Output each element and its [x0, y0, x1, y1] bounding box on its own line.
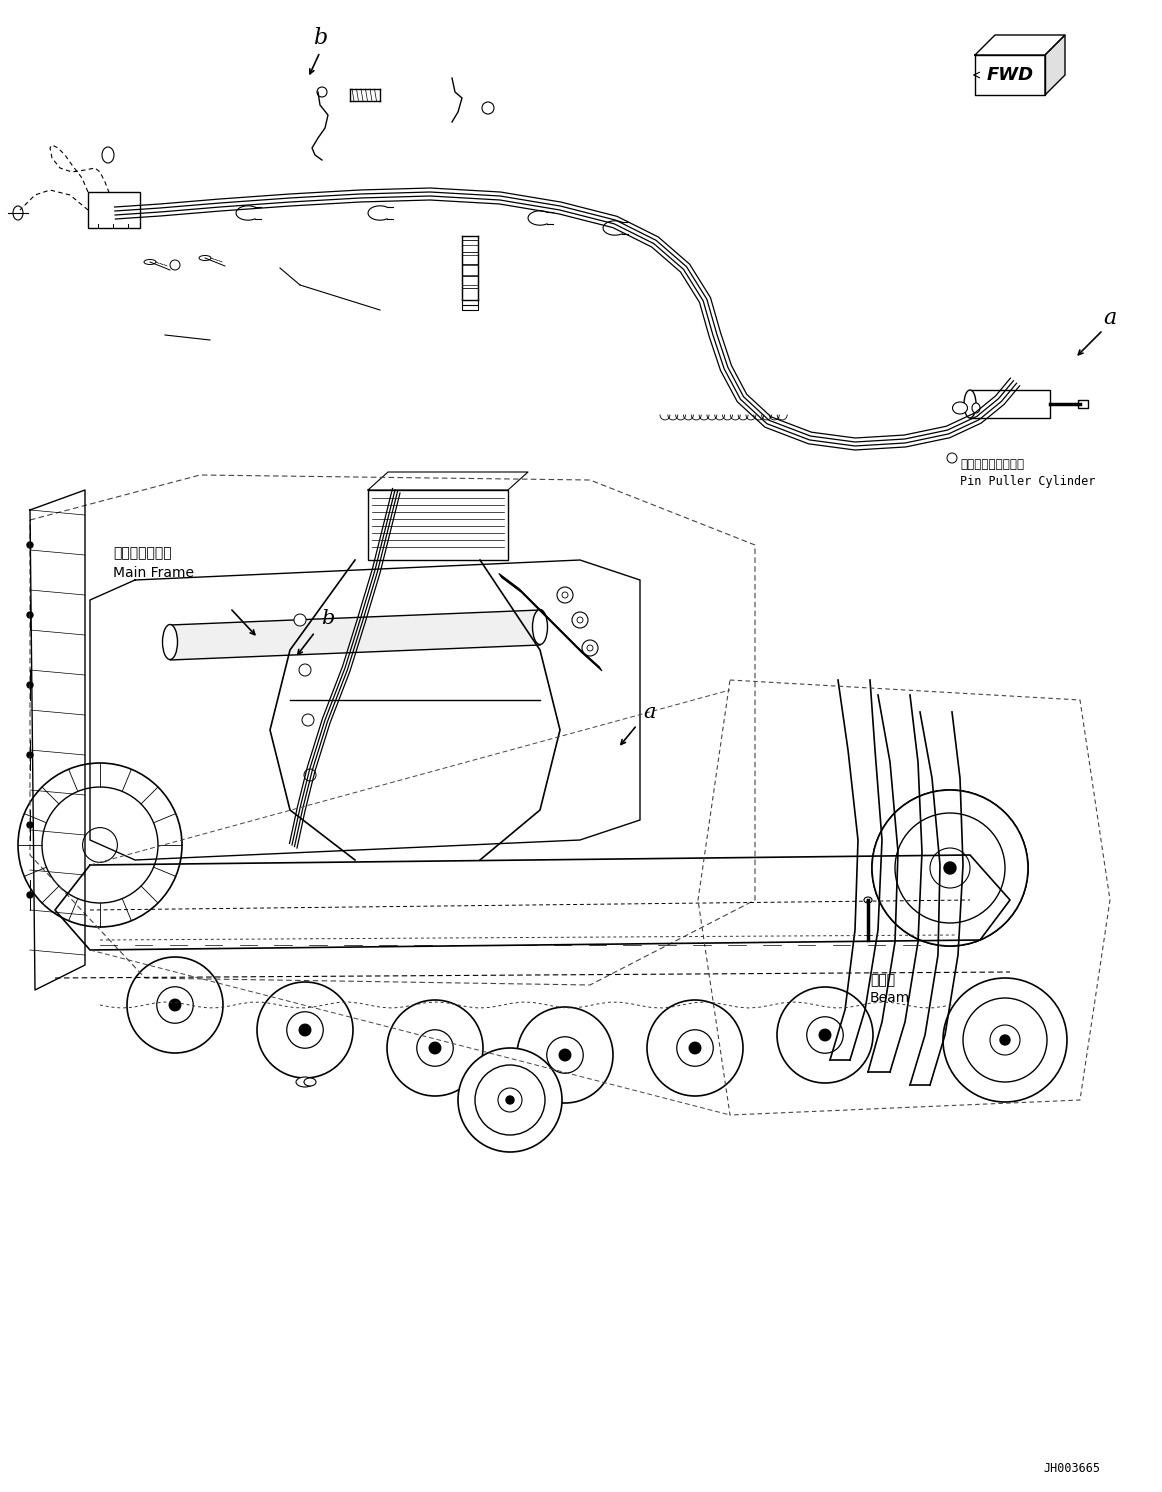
Text: a: a [644, 703, 657, 722]
Circle shape [947, 454, 957, 463]
Circle shape [944, 977, 1067, 1103]
Circle shape [562, 592, 568, 598]
Circle shape [517, 1007, 614, 1103]
Circle shape [895, 813, 1005, 924]
Circle shape [27, 612, 33, 618]
Bar [462, 304, 478, 310]
Circle shape [302, 715, 314, 727]
Circle shape [990, 1025, 1020, 1055]
Circle shape [676, 1029, 713, 1067]
Circle shape [647, 1000, 743, 1097]
Text: メインフレーム: メインフレーム [113, 546, 172, 560]
Text: FWD: FWD [987, 66, 1033, 84]
Text: Pin Puller Cylinder: Pin Puller Cylinder [960, 474, 1096, 488]
Circle shape [157, 986, 193, 1024]
Circle shape [872, 789, 1028, 946]
Circle shape [27, 752, 33, 758]
Circle shape [304, 768, 316, 780]
Circle shape [689, 1043, 701, 1053]
Circle shape [17, 762, 182, 927]
Text: ビーム: ビーム [870, 973, 895, 988]
Circle shape [299, 664, 311, 676]
Circle shape [498, 1088, 522, 1112]
Circle shape [482, 101, 494, 113]
Circle shape [27, 682, 33, 688]
Circle shape [505, 1097, 514, 1104]
Circle shape [572, 612, 588, 628]
Circle shape [963, 998, 1047, 1082]
Circle shape [300, 1024, 310, 1035]
Circle shape [417, 1029, 453, 1067]
Circle shape [547, 1037, 583, 1073]
Ellipse shape [964, 389, 976, 418]
Ellipse shape [13, 206, 23, 219]
Ellipse shape [163, 625, 178, 659]
Circle shape [170, 1000, 181, 1010]
Ellipse shape [144, 260, 156, 264]
Circle shape [127, 956, 223, 1053]
Circle shape [42, 786, 158, 903]
Circle shape [27, 822, 33, 828]
Polygon shape [170, 610, 540, 659]
Circle shape [387, 1000, 483, 1097]
Text: ピンプーラシリンダ: ピンプーラシリンダ [960, 458, 1024, 471]
Bar [368, 489, 508, 560]
Text: b: b [322, 609, 335, 628]
Circle shape [587, 645, 593, 651]
Circle shape [777, 988, 873, 1083]
Text: b: b [313, 27, 328, 49]
Bar [970, 389, 1050, 418]
Circle shape [872, 789, 1028, 946]
Circle shape [27, 542, 33, 548]
Circle shape [317, 87, 327, 97]
Circle shape [429, 1043, 440, 1053]
Ellipse shape [532, 610, 547, 645]
Bar [88, 192, 139, 228]
Ellipse shape [102, 148, 114, 163]
Circle shape [578, 618, 583, 624]
Circle shape [27, 892, 33, 898]
Circle shape [557, 586, 573, 603]
Circle shape [806, 1016, 844, 1053]
Ellipse shape [971, 403, 980, 413]
Circle shape [294, 615, 306, 627]
Circle shape [1000, 1035, 1010, 1044]
Text: a: a [1104, 307, 1117, 330]
Circle shape [559, 1049, 571, 1061]
Ellipse shape [296, 1077, 314, 1088]
Ellipse shape [304, 1079, 316, 1086]
Text: Beam: Beam [870, 991, 910, 1006]
Circle shape [475, 1065, 545, 1135]
Circle shape [930, 847, 970, 888]
Ellipse shape [953, 401, 968, 413]
Ellipse shape [199, 255, 211, 261]
Circle shape [895, 813, 1005, 924]
Polygon shape [1045, 34, 1066, 95]
Circle shape [582, 640, 598, 656]
Text: JH003665: JH003665 [1043, 1462, 1100, 1474]
Bar [1078, 400, 1088, 407]
Circle shape [944, 862, 956, 874]
Circle shape [819, 1029, 831, 1041]
Circle shape [458, 1047, 562, 1152]
Circle shape [933, 852, 967, 885]
Text: Main Frame: Main Frame [113, 565, 194, 580]
Ellipse shape [865, 897, 872, 903]
Circle shape [83, 828, 117, 862]
Circle shape [170, 260, 180, 270]
Circle shape [287, 1012, 323, 1049]
Circle shape [257, 982, 353, 1079]
